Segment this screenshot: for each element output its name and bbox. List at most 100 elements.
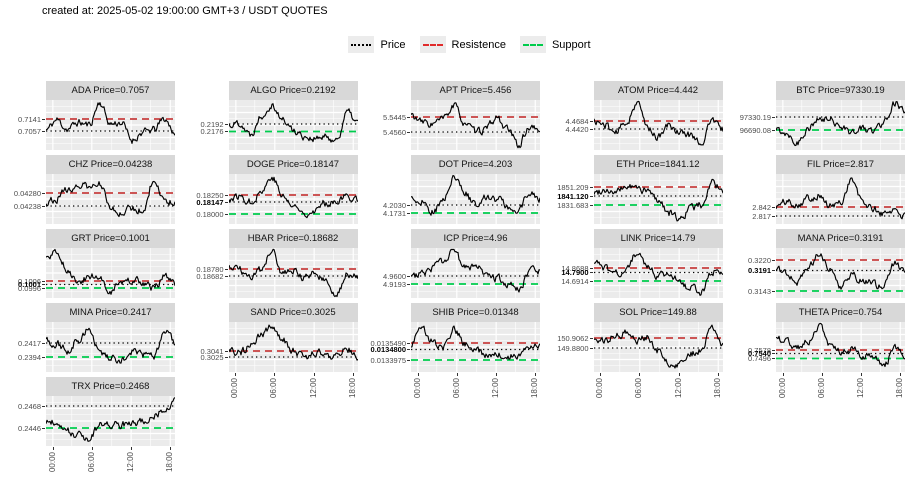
axis-tick [456, 373, 458, 376]
page-title: created at: 2025-05-02 19:00:00 GMT+3 / … [42, 5, 328, 17]
facet-strip: DOT Price=4.203 [411, 155, 540, 174]
plot-panel [411, 248, 540, 298]
legend-label-resistance: Resistence [451, 38, 506, 51]
chart-title: APT Price=5.456 [439, 85, 512, 96]
y-axis-label-text: 97330.19 [739, 112, 771, 122]
y-axis-label-text: 0.0996 [18, 283, 41, 293]
y-axis-label-support: 0.3143 [730, 287, 775, 296]
y-axis-label-price: 0.18147 [183, 198, 228, 207]
axis-tick [42, 287, 45, 289]
y-axis-label-resistance: 14.8688 [548, 264, 593, 273]
y-axis-label-text: 0.18147 [196, 197, 224, 207]
price-sparkline [411, 248, 540, 298]
facet-strip: HBAR Price=0.18682 [228, 229, 358, 248]
x-axis: 00:00 06:00 12:00 18:00 [46, 446, 175, 490]
chart-btc: 97330.19 96690.08 BTC Price=97330.19 [730, 81, 913, 155]
y-axis-label-text: 0.7057 [18, 126, 41, 136]
axis-tick [274, 373, 276, 376]
y-axis-label-price: 5.4560 [365, 128, 410, 137]
y-axis-label-text: 4.2030 [383, 200, 406, 210]
y-axis-label-text: 2.842 [752, 202, 771, 212]
chart-sol: 150.9062 149.8800 SOL Price=149.88 00:00 06:… [548, 303, 731, 398]
y-axis-label-text: 0.04238 [13, 201, 41, 211]
chart-ada: 0.7141 0.7057 ADA Price=0.7057 [0, 81, 183, 155]
axis-tick [407, 283, 410, 285]
axis-tick [861, 373, 863, 376]
axis-tick [42, 427, 45, 429]
y-axis-label-text: 0.3191 [748, 266, 771, 275]
y-axis-label-text: 0.3025 [200, 352, 224, 362]
price-sparkline [776, 248, 905, 298]
axis-tick [782, 373, 784, 376]
y-axis-label-text: 149.8800 [557, 343, 589, 353]
chart-title: LINK Price=14.79 [620, 233, 696, 244]
axis-tick [224, 213, 228, 215]
axis-tick [42, 205, 45, 207]
plot-panel [228, 322, 358, 372]
x-axis-label: 18:00 [165, 452, 175, 473]
axis-tick [772, 129, 775, 131]
y-axis-label-text: 0.7141 [18, 114, 41, 124]
legend: Price Resistence Support [0, 36, 913, 53]
y-axis-label-support: 0.18000 [183, 210, 228, 219]
facet-strip: THETA Price=0.754 [776, 303, 905, 322]
y-axis-label-text: 0.7578 [748, 345, 771, 355]
price-sparkline [593, 322, 723, 372]
price-series-line [593, 252, 723, 296]
chart-title: ICP Price=4.96 [443, 233, 508, 244]
facet-strip: ALGO Price=0.2192 [228, 81, 358, 100]
y-axis-label-text: 0.18250 [196, 190, 224, 200]
y-axis-label-resistance: 0.3041 [183, 347, 228, 356]
axis-tick [678, 373, 680, 376]
chart-apt: 5.5445 5.4560 APT Price=5.456 [365, 81, 548, 155]
y-axis-label-text: 96690.08 [739, 125, 771, 135]
plot-panel [593, 322, 723, 372]
y-axis-label-text: 0.18780 [196, 264, 224, 274]
axis-tick [589, 195, 593, 197]
axis-tick [589, 280, 593, 282]
chart-title: DOGE Price=0.18147 [246, 159, 340, 170]
axis-tick [224, 350, 228, 352]
chart-title: THETA Price=0.754 [798, 307, 883, 318]
y-axis-label-resistance: 1851.209 [548, 183, 593, 192]
y-axis-label-text: 1851.209 [557, 182, 589, 192]
facet-strip: BTC Price=97330.19 [776, 81, 905, 100]
x-axis-label: 06:00 [634, 378, 644, 399]
chart-algo: 0.2192 0.2176 ALGO Price=0.2192 [183, 81, 366, 155]
price-sparkline [46, 322, 175, 372]
axis-tick [170, 447, 172, 450]
chart-link: 14.8688 14.7900 14.6914 LINK Price=14.79 [548, 229, 731, 303]
x-axis: 00:00 06:00 12:00 18:00 [411, 372, 540, 416]
chart-title: HBAR Price=0.18682 [247, 233, 339, 244]
y-axis-label-support: 96690.08 [730, 126, 775, 135]
y-axis-label-text: 4.9193 [383, 279, 406, 289]
x-axis: 00:00 06:00 12:00 18:00 [776, 372, 905, 416]
y-axis-label-price: 0.2192 [183, 120, 228, 129]
facet-strip: TRX Price=0.2468 [46, 377, 175, 396]
axis-tick [772, 270, 775, 271]
plot-panel [776, 248, 905, 298]
chart-title: ADA Price=0.7057 [71, 85, 150, 96]
x-axis-label: 06:00 [269, 378, 279, 399]
axis-tick [900, 373, 902, 376]
price-sparkline [228, 174, 358, 224]
price-series-line [411, 325, 540, 360]
plot-panel [776, 322, 905, 372]
y-axis-label-text: 150.9062 [557, 333, 589, 343]
x-axis-label: 00:00 [230, 378, 240, 399]
y-axis-label-text: 2.817 [752, 211, 771, 221]
price-sparkline [228, 248, 358, 298]
x-axis-label: 12:00 [491, 378, 501, 399]
axis-tick [589, 120, 593, 122]
facet-strip: SAND Price=0.3025 [228, 303, 358, 322]
chart-sand: 0.3041 0.3025 SAND Price=0.3025 00:00 06:00 1… [183, 303, 366, 398]
plot-panel [593, 248, 723, 298]
y-axis-label-price: 0.0134800 [365, 345, 410, 354]
plot-panel [411, 322, 540, 372]
y-axis-label-text: 4.4420 [565, 124, 589, 134]
price-series-line [593, 178, 723, 222]
price-series-line [46, 102, 175, 144]
x-axis-label: 12:00 [673, 378, 683, 399]
y-axis-label-text: 4.9600 [383, 271, 406, 281]
y-axis-label-price: 0.2417 [0, 339, 45, 348]
